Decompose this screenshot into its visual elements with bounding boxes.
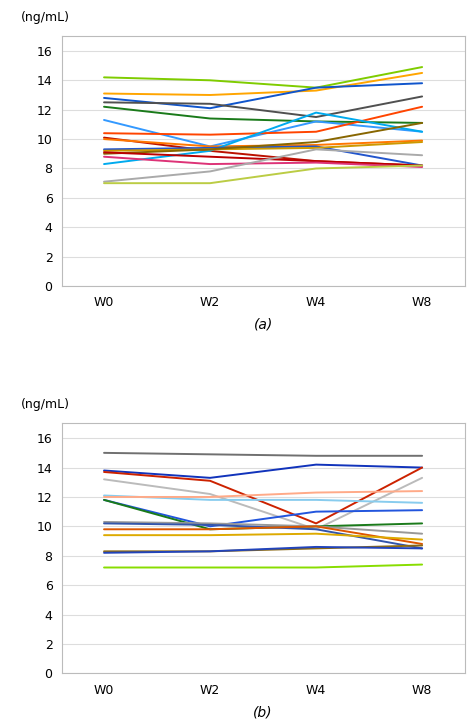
X-axis label: (a): (a) (254, 318, 273, 332)
Text: (ng/mL): (ng/mL) (21, 11, 70, 24)
Text: (ng/mL): (ng/mL) (21, 398, 70, 411)
X-axis label: (b): (b) (253, 705, 273, 719)
